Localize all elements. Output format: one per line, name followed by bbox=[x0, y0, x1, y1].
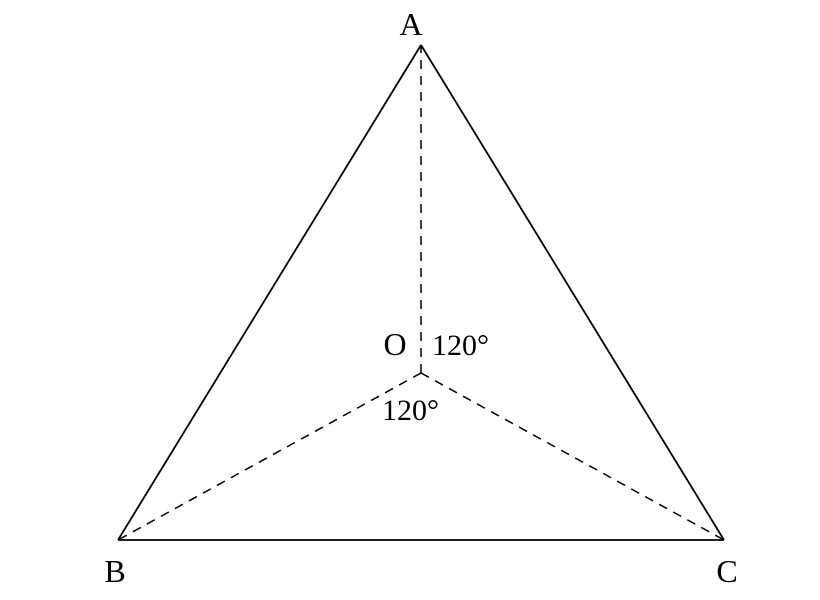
edge-AB bbox=[118, 45, 421, 540]
angle-label-BOC: 120° bbox=[382, 394, 439, 427]
edge-CA bbox=[421, 45, 724, 540]
label-A: A bbox=[399, 6, 422, 42]
label-C: C bbox=[716, 553, 737, 589]
triangle-diagram: A B C O 120° 120° bbox=[0, 0, 820, 600]
angle-label-AOC: 120° bbox=[432, 329, 489, 362]
label-O: O bbox=[383, 326, 406, 362]
edge-OB-dashed bbox=[118, 373, 421, 540]
label-B: B bbox=[104, 553, 125, 589]
edge-OC-dashed bbox=[421, 373, 724, 540]
